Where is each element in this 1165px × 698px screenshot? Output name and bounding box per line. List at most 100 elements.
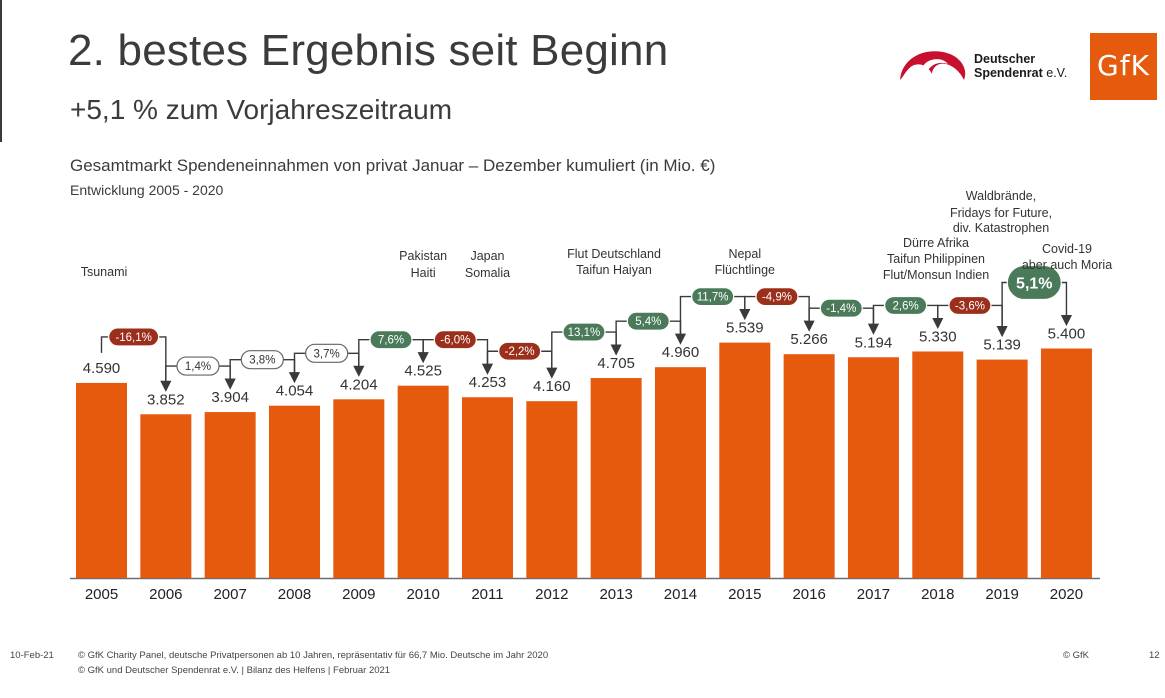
bar-2015 [719, 342, 771, 578]
bar-2012 [526, 401, 578, 578]
dsr-logo-line1: Deutscher [974, 52, 1036, 66]
bar-2018 [912, 351, 964, 578]
chart-subtitle: Entwicklung 2005 - 2020 [70, 182, 224, 198]
bar-2005 [76, 382, 127, 578]
chart-title: Gesamtmarkt Spendeneinnahmen von privat … [70, 156, 716, 175]
page-number: 12 [1149, 650, 1160, 661]
event-annotation: Haiti [411, 266, 436, 280]
x-tick-label: 2020 [1050, 586, 1083, 603]
x-tick-label: 2012 [535, 586, 568, 603]
event-annotation: Taifun Haiyan [576, 263, 652, 277]
bar-2019 [976, 359, 1028, 578]
x-tick-label: 2019 [985, 586, 1018, 603]
bar-value-label: 5.539 [726, 320, 764, 337]
event-annotation: Taifun Philippinen [887, 252, 985, 266]
change-badge [176, 356, 220, 376]
bar-value-label: 5.330 [919, 328, 957, 345]
change-badge-label: 5,1% [1016, 276, 1052, 293]
change-badge-label: -16,1% [115, 332, 151, 344]
x-tick-label: 2005 [85, 586, 118, 603]
change-badge [240, 350, 284, 370]
change-badge [433, 330, 477, 350]
bar-2014 [654, 367, 706, 578]
bar-value-label: 4.204 [340, 376, 378, 393]
change-badge-label: 1,4% [185, 361, 211, 373]
event-annotation: Flut/Monsun Indien [883, 268, 989, 282]
bar-value-label: 5.139 [983, 337, 1021, 354]
bar-2006 [140, 414, 192, 578]
change-badge-label: 11,7% [697, 292, 729, 304]
change-badge-label: -2,2% [505, 346, 535, 358]
bar-value-label: 4.525 [404, 363, 442, 380]
x-tick-label: 2015 [728, 586, 761, 603]
x-tick-label: 2010 [406, 586, 439, 603]
change-badge [626, 311, 670, 331]
x-tick-label: 2013 [599, 586, 632, 603]
change-badge-label: -4,9% [762, 292, 792, 304]
change-badge [691, 286, 735, 307]
bar-value-label: 4.960 [662, 344, 700, 361]
x-tick-label: 2017 [857, 586, 890, 603]
bar-value-label: 4.253 [469, 374, 507, 391]
bar-value-label: 4.054 [276, 383, 314, 400]
page-subtitle: +5,1 % zum Vorjahreszeitraum [70, 94, 453, 125]
event-annotation: aber auch Moria [1022, 258, 1112, 272]
change-badge [1006, 264, 1062, 301]
bar-2017 [847, 357, 899, 578]
bar-value-label: 4.590 [83, 360, 121, 377]
change-badge-label: 13,1% [568, 327, 601, 339]
change-badge [369, 330, 413, 350]
change-badge-label: -3,6% [955, 300, 985, 312]
change-badge-label: 3,8% [249, 355, 275, 367]
bar-2020 [1040, 348, 1092, 578]
bar-value-label: 5.194 [855, 334, 893, 351]
change-badge-label: -1,4% [826, 303, 856, 315]
x-tick-label: 2008 [278, 586, 311, 603]
event-annotation: Flüchtlinge [715, 263, 775, 277]
bar-value-label: 5.266 [790, 331, 828, 348]
x-tick-label: 2016 [792, 586, 825, 603]
event-annotation: Waldbrände, [966, 189, 1036, 203]
x-tick-label: 2009 [342, 586, 375, 603]
event-annotation: Japan [470, 249, 504, 263]
change-badge-label: 2,6% [893, 300, 919, 312]
change-badge-label: 7,6% [378, 335, 404, 347]
change-badge [562, 322, 606, 342]
event-annotation: Nepal [728, 247, 761, 261]
left-accent-rule [0, 0, 2, 142]
bar-value-label: 4.705 [597, 355, 635, 372]
page-title: 2. bestes Ergebnis seit Beginn [68, 26, 669, 75]
x-tick-label: 2014 [664, 586, 697, 603]
event-annotation: div. Katastrophen [953, 221, 1049, 235]
event-annotation: Covid-19 [1042, 242, 1092, 256]
bar-2016 [783, 354, 835, 578]
bar-value-label: 5.400 [1048, 326, 1086, 343]
bar-2013 [590, 378, 642, 578]
change-badge [108, 327, 160, 347]
event-annotation: Dürre Afrika [903, 236, 969, 250]
event-annotation: Tsunami [81, 265, 128, 279]
gfk-logo: GfK [1090, 33, 1157, 100]
bar-value-label: 3.852 [147, 391, 185, 408]
x-tick-label: 2011 [471, 586, 503, 603]
x-tick-label: 2018 [921, 586, 954, 603]
footer-source-1: © GfK Charity Panel, deutsche Privatpers… [78, 650, 549, 661]
event-annotation: Somalia [465, 266, 510, 280]
change-badge [755, 286, 799, 307]
x-tick-label: 2006 [149, 586, 182, 603]
deutscher-spendenrat-logo: Deutscher Spendenrat e.V. [898, 42, 1078, 92]
bar-2007 [204, 412, 256, 578]
bar-2011 [461, 397, 513, 578]
bar-2010 [397, 385, 449, 578]
x-tick-label: 2007 [213, 586, 246, 603]
change-badge-label: 3,7% [314, 348, 340, 360]
event-annotation: Flut Deutschland [567, 247, 661, 261]
bar-2008 [268, 405, 320, 578]
bar-value-label: 4.160 [533, 378, 571, 395]
footer-source-2: © GfK und Deutscher Spendenrat e.V. | Bi… [78, 665, 391, 676]
footer-copyright: © GfK [1063, 650, 1090, 661]
change-badge-label: 5,4% [635, 316, 661, 328]
event-annotation: Pakistan [399, 249, 447, 263]
event-annotation: Fridays for Future, [950, 206, 1052, 220]
